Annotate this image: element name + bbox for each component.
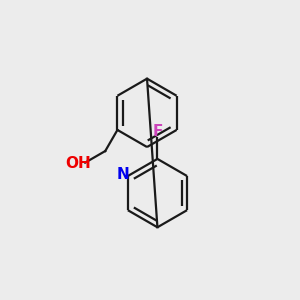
Text: F: F [152, 124, 163, 139]
Text: OH: OH [66, 156, 92, 171]
Text: N: N [117, 167, 129, 182]
